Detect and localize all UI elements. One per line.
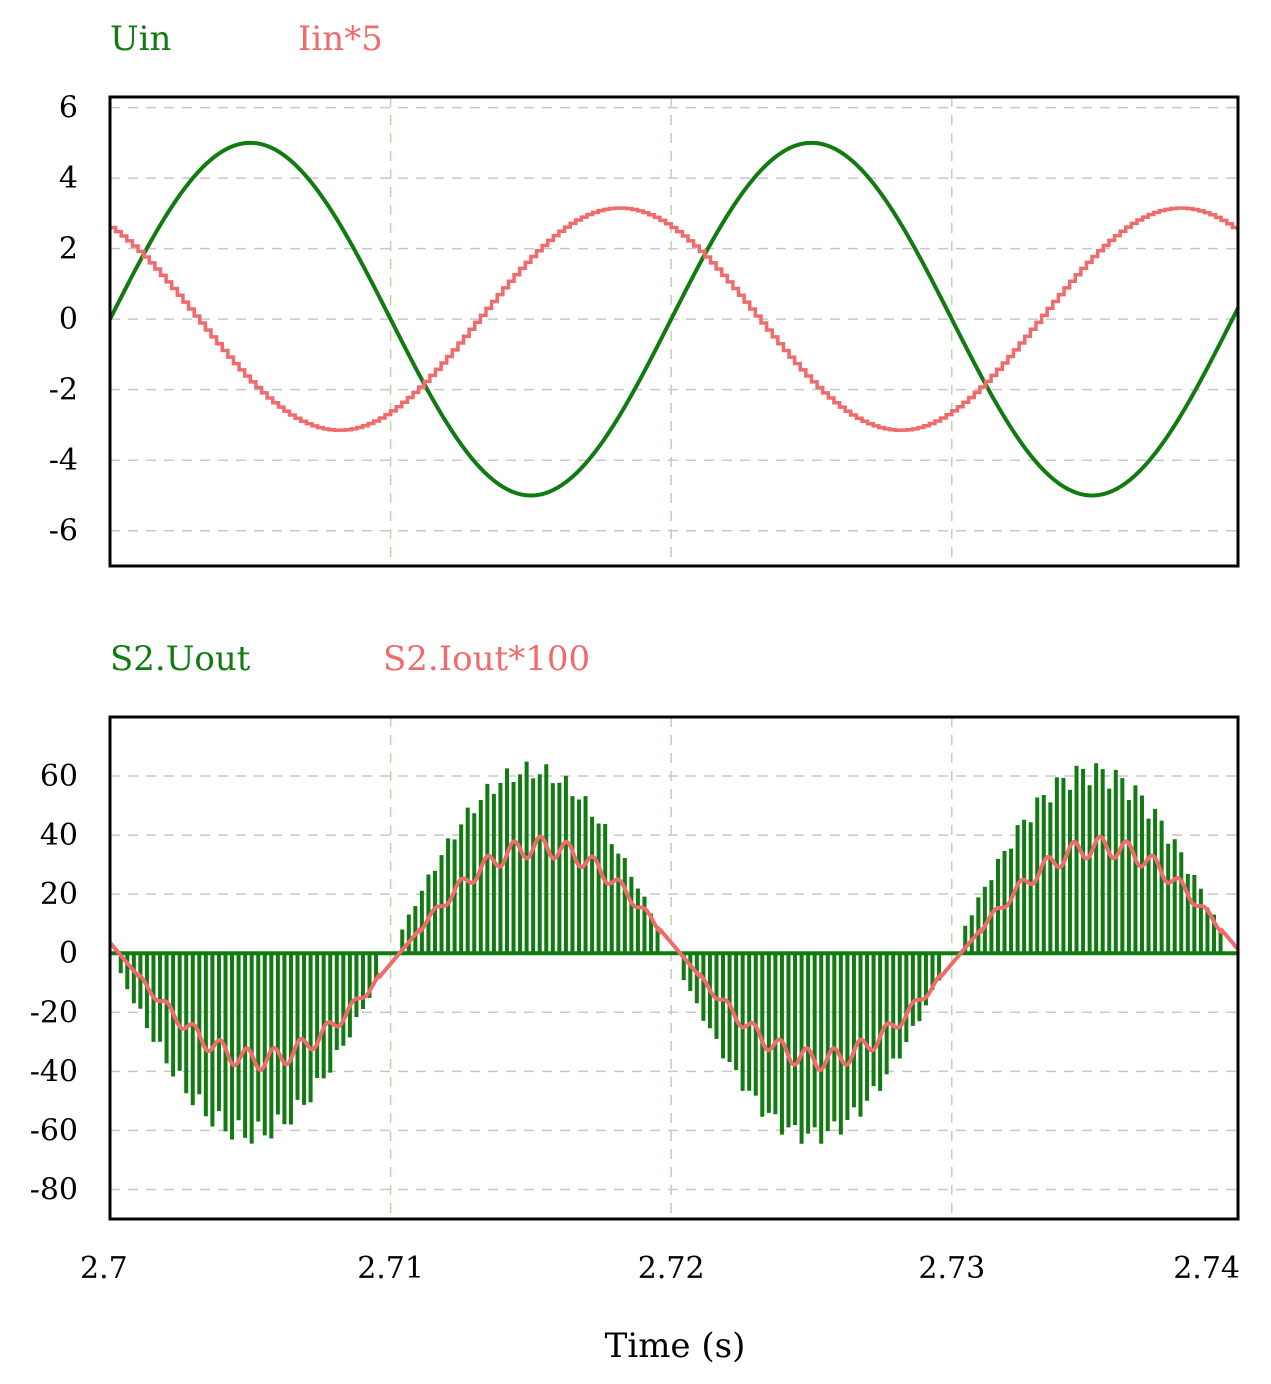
- y-tick-label: -60: [30, 1113, 78, 1148]
- y-tick-label: 6: [59, 91, 78, 126]
- y-tick-label: 20: [40, 877, 78, 912]
- y-tick-label: 4: [59, 161, 78, 196]
- x-axis-label: Time (s): [605, 1326, 746, 1366]
- legend-s2-iout100: S2.Iout*100: [383, 639, 590, 679]
- legend-iin5: Iin*5: [298, 19, 383, 59]
- x-tick-label: 2.74: [1173, 1251, 1240, 1286]
- y-tick-label: -80: [30, 1172, 78, 1207]
- series-iin5-line: [110, 206, 1238, 432]
- y-tick-label: 40: [40, 818, 78, 853]
- y-tick-label: 0: [59, 302, 78, 337]
- legend-uin: Uin: [110, 19, 171, 59]
- plot-frame: [108, 715, 1240, 1221]
- series-s2-iout100-line: [110, 834, 1238, 1072]
- y-tick-label: -20: [30, 995, 78, 1030]
- legend-s2-uout: S2.Uout: [110, 639, 251, 679]
- y-tick-label: 2: [59, 232, 78, 267]
- series-group: [110, 761, 1238, 1144]
- y-tick-label: 0: [59, 936, 78, 971]
- x-tick-label: 2.73: [918, 1251, 985, 1286]
- y-tick-label: -40: [30, 1054, 78, 1089]
- series-group: [110, 140, 1238, 498]
- y-tick-label: 60: [40, 759, 78, 794]
- x-tick-label: 2.7: [80, 1251, 128, 1286]
- y-tick-label: -2: [49, 373, 78, 408]
- plot-bottom: 60 40 20 0 -20 -40 -60 -80: [30, 715, 1240, 1221]
- x-tick-label: 2.71: [357, 1251, 424, 1286]
- plot-frame: [108, 95, 1240, 568]
- y-tick-label: -4: [49, 443, 78, 478]
- series-uin-line: [110, 140, 1238, 498]
- x-tick-label: 2.72: [638, 1251, 705, 1286]
- plot-top: 6 4 2 0 -2 -4 -6: [49, 91, 1240, 568]
- x-axis-ticks: 2.7 2.71 2.72 2.73 2.74: [80, 1251, 1240, 1286]
- y-tick-label: -6: [49, 514, 78, 549]
